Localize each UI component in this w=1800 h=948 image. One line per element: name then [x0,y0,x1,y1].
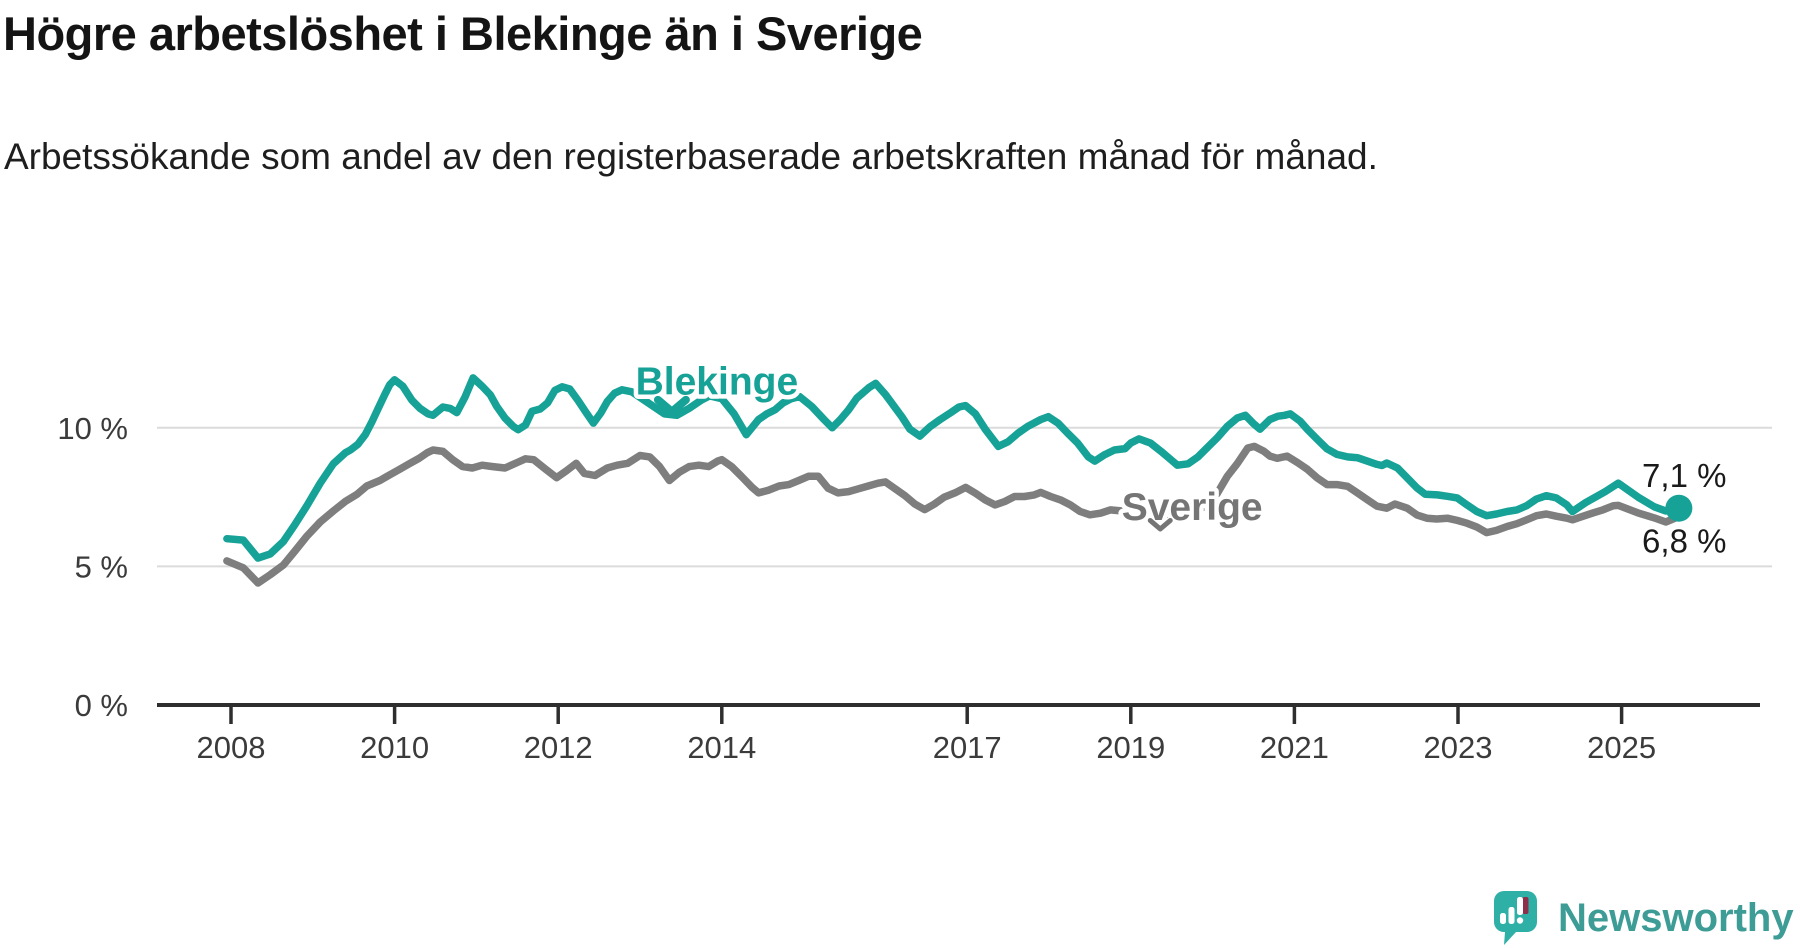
newsworthy-logo: Newsworthy [1491,889,1800,948]
y-tick-label-5: 5 % [75,549,128,584]
series-label-sverige: Sverige [1122,486,1263,529]
x-tick-label-2012: 2012 [524,730,593,765]
page-title: Högre arbetslöshet i Blekinge än i Sveri… [3,7,923,60]
y-tick-label-0: 0 % [75,688,128,723]
x-tick-label-2019: 2019 [1096,730,1165,765]
x-tick-label-2014: 2014 [687,730,756,765]
end-dot-blekinge [1665,494,1693,522]
x-tick-label-2021: 2021 [1260,730,1329,765]
x-tick-label-2025: 2025 [1587,730,1656,765]
y-tick-label-10: 10 % [57,411,128,446]
line-blekinge [223,374,1683,562]
x-tick-label-2008: 2008 [197,730,266,765]
caret-down-icon-sverige [1147,517,1173,532]
x-tick-label-2017: 2017 [933,730,1002,765]
logo-bar-1 [1500,913,1506,924]
logo-bar-2 [1508,907,1515,924]
chart-subtitle: Arbetssökande som andel av den registerb… [4,136,1378,177]
x-tick-label-2010: 2010 [360,730,429,765]
logo-exclamation-dot [1516,917,1524,924]
newsworthy-brand-text: Newsworthy [1558,896,1794,940]
logo-accent [1522,897,1529,914]
end-value-label-blekinge: 7,1 % [1642,457,1726,494]
line-sverige [223,442,1683,587]
caret-down-icon-blekinge [653,395,690,416]
x-tick-label-2023: 2023 [1424,730,1493,765]
newsworthy-logo-icon [1494,891,1537,945]
logo-exclamation-bar [1517,897,1523,915]
end-value-label-sverige: 6,8 % [1642,523,1726,560]
